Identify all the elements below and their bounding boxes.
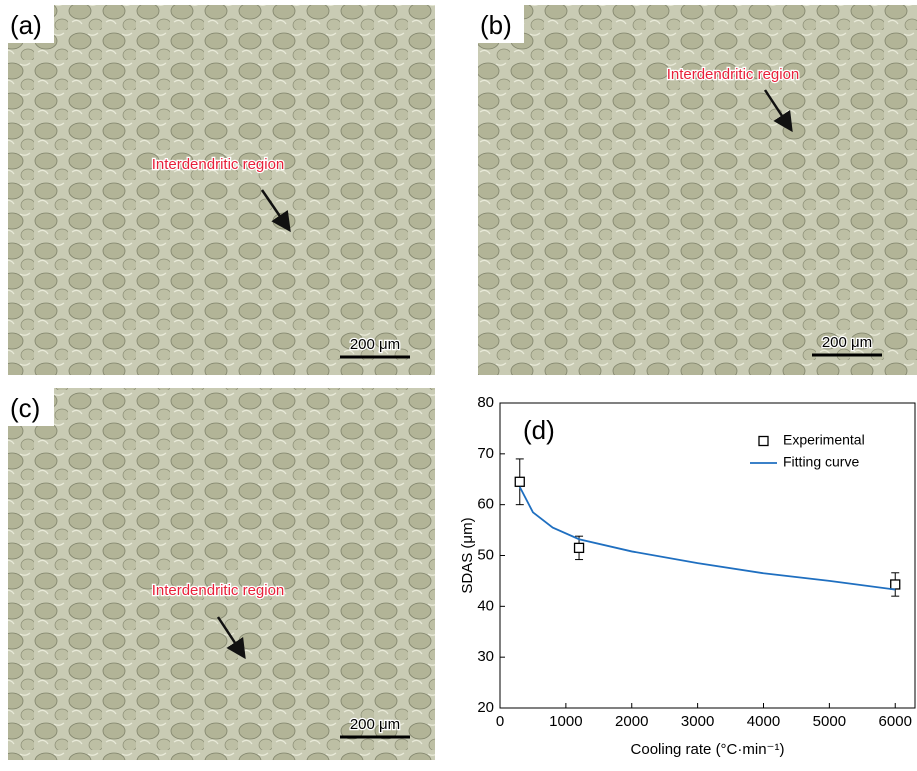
page: {"panels": [ {"label": "(a)", "annotatio… (0, 0, 917, 771)
legend-label: Experimental (783, 432, 865, 448)
micrograph (8, 388, 435, 760)
annotation: Interdendritic region (667, 66, 800, 83)
figure: (a) Interdendritic region 200 μm (b) Interde… (0, 0, 917, 766)
legend-label: Fitting curve (783, 454, 859, 470)
scale-bar-label: 200 μm (822, 334, 872, 351)
x-tick-label: 0 (496, 713, 504, 730)
y-tick-label: 60 (477, 496, 494, 513)
panel-label: (a) (10, 10, 42, 40)
x-tick-label: 2000 (615, 713, 648, 730)
annotation: Interdendritic region (152, 156, 285, 173)
panel-label: (d) (523, 415, 555, 445)
micrograph (478, 5, 917, 375)
plot-frame (500, 403, 915, 708)
y-axis-label: SDAS (μm) (459, 517, 476, 593)
data-point (891, 580, 900, 589)
scale-bar-label: 200 μm (350, 716, 400, 733)
y-tick-label: 30 (477, 648, 494, 665)
panel-label: (b) (480, 10, 512, 40)
x-tick-label: 5000 (813, 713, 846, 730)
x-tick-label: 3000 (681, 713, 714, 730)
x-tick-label: 4000 (747, 713, 780, 730)
y-tick-label: 80 (477, 394, 494, 411)
data-point (515, 477, 524, 486)
scale-bar-label: 200 μm (350, 336, 400, 353)
y-tick-label: 20 (477, 699, 494, 716)
legend-marker (759, 437, 768, 446)
micrograph (8, 5, 435, 375)
annotation: Interdendritic region (152, 582, 285, 599)
fit-curve (520, 487, 895, 590)
x-tick-label: 1000 (549, 713, 582, 730)
data-point (575, 543, 584, 552)
y-tick-label: 40 (477, 597, 494, 614)
panel-label: (c) (10, 393, 40, 423)
y-tick-label: 70 (477, 445, 494, 462)
x-tick-label: 6000 (879, 713, 912, 730)
y-tick-label: 50 (477, 546, 494, 563)
x-axis-label: Cooling rate (°C·min⁻¹) (631, 741, 785, 758)
